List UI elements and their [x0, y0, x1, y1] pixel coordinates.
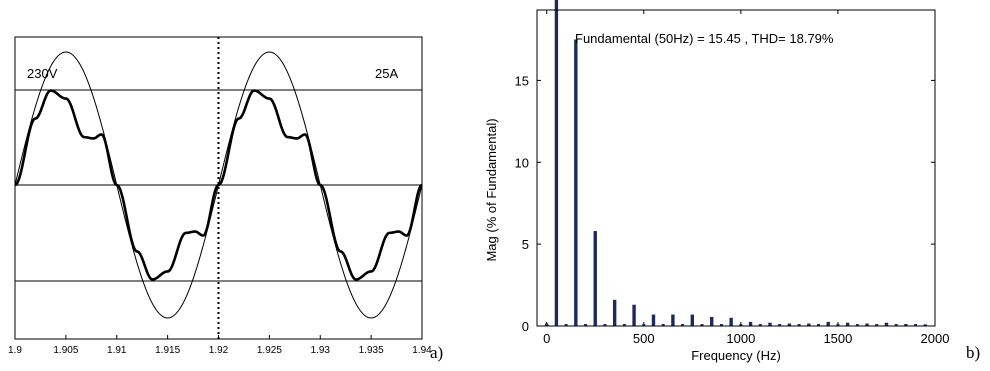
- harmonic-bar: [651, 314, 656, 326]
- harmonic-bar-minor: [739, 324, 743, 326]
- x-tick-label: 1.92: [209, 345, 229, 356]
- voltage-scale-label: 230V: [27, 66, 58, 81]
- harmonic-bar: [612, 299, 617, 326]
- harmonic-bar-minor: [855, 324, 859, 326]
- x-tick-label: 1.94: [412, 345, 432, 356]
- panel-label-b: b): [966, 343, 980, 362]
- harmonic-bar-minor: [584, 324, 588, 326]
- spectrum-chart: 0 500 1000 1500 2000 0 5 10 15 Fundamental (50Hz…: [484, 0, 980, 363]
- harmonic-bar: [826, 321, 830, 326]
- spectrum-plot-frame: [537, 10, 935, 326]
- harmonic-bar-minor: [914, 324, 918, 326]
- x-tick-label: 1.9: [8, 345, 22, 356]
- harmonic-bar: [671, 314, 675, 326]
- harmonic-bar: [748, 321, 753, 326]
- harmonic-bar: [554, 0, 559, 326]
- harmonic-bar: [884, 322, 889, 326]
- harmonic-bar-minor: [661, 324, 665, 326]
- y-tick-label: 15: [515, 73, 529, 88]
- harmonic-bar: [845, 322, 850, 326]
- harmonic-bar: [632, 304, 636, 326]
- harmonic-bar: [865, 323, 869, 326]
- y-axis-label: Mag (% of Fundamental): [484, 118, 499, 261]
- harmonic-bar: [904, 324, 908, 326]
- harmonic-bar-minor: [681, 324, 685, 326]
- harmonic-bar: [593, 231, 597, 326]
- x-tick-label: 1.905: [53, 345, 78, 356]
- spectrum-title: Fundamental (50Hz) = 15.45 , THD= 18.79%: [575, 31, 834, 46]
- harmonic-bar: [729, 317, 733, 326]
- x-tick-label: 0: [543, 331, 550, 346]
- harmonic-bar-minor: [778, 324, 782, 326]
- x-tick-label: 1.935: [359, 345, 384, 356]
- harmonic-bar-minor: [642, 324, 646, 326]
- x-tick-label: 500: [633, 331, 655, 346]
- x-tick-label: 1.925: [257, 345, 282, 356]
- harmonic-bar-minor: [719, 324, 723, 326]
- current-waveform-line: [14, 89, 423, 281]
- x-tick-label: 1.915: [155, 345, 180, 356]
- harmonic-bar-minor: [797, 324, 801, 326]
- x-tick-label: 1500: [823, 331, 852, 346]
- y-tick-label: 10: [515, 155, 529, 170]
- harmonic-bar-minor: [817, 324, 821, 326]
- harmonic-bar-minor: [603, 324, 607, 326]
- x-tick-label: 1.93: [311, 345, 331, 356]
- harmonic-bar: [787, 323, 792, 326]
- panel-label-a: a): [430, 343, 443, 362]
- x-tick-label: 2000: [921, 331, 950, 346]
- x-axis-label: Frequency (Hz): [691, 348, 781, 363]
- x-tick-label: 1000: [726, 331, 755, 346]
- harmonic-bar-minor: [875, 324, 879, 326]
- y-tick-label: 5: [522, 237, 529, 252]
- harmonic-bar-minor: [894, 324, 898, 326]
- current-scale-label: 25A: [375, 66, 398, 81]
- harmonic-bar: [690, 314, 695, 326]
- harmonic-bar: [923, 324, 927, 326]
- harmonic-bar: [807, 323, 811, 326]
- harmonic-bar: [710, 316, 714, 326]
- harmonic-bar-minor: [700, 324, 704, 326]
- harmonic-bar: [545, 323, 549, 326]
- harmonic-bar-minor: [836, 324, 840, 326]
- y-tick-label: 0: [522, 319, 529, 334]
- harmonic-bar-minor: [758, 324, 762, 326]
- harmonic-bar-minor: [564, 324, 568, 326]
- x-tick-label: 1.91: [107, 345, 127, 356]
- harmonic-bar: [768, 322, 772, 326]
- waveform-chart: 1.9 1.905 1.91 1.915 1.92 1.925 1.93 1.935 1.94 …: [8, 36, 443, 362]
- spectrum-plot-border: [536, 9, 936, 327]
- harmonic-bar-minor: [622, 324, 626, 326]
- harmonic-bar: [574, 39, 578, 326]
